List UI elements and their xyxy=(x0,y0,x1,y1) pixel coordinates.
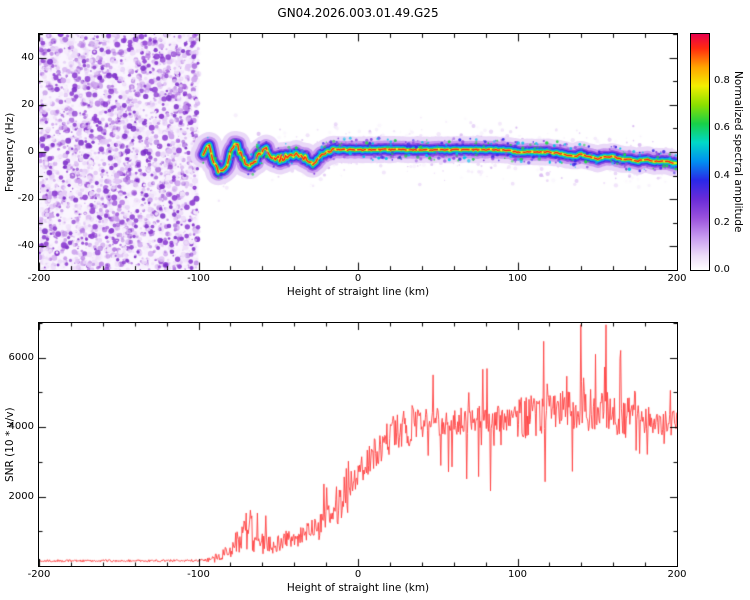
spectrogram-y-tick-label: 20 xyxy=(21,98,34,110)
figure-title: GN04.2026.003.01.49.G25 xyxy=(277,6,439,20)
spectrogram-canvas xyxy=(39,34,677,270)
colorbar-gradient xyxy=(690,33,710,271)
snr-x-tick-label: -100 xyxy=(187,569,210,580)
snr-x-tick-label: 0 xyxy=(354,569,362,580)
colorbar-tick-label: 0.8 xyxy=(714,75,730,87)
snr-x-tick-label: -200 xyxy=(27,569,51,580)
spectrogram-x-tick-label: -100 xyxy=(187,273,210,284)
snr-canvas xyxy=(39,323,677,566)
snr-x-tick-label: 100 xyxy=(507,569,528,580)
snr-y-tick-label: 2000 xyxy=(8,490,34,502)
colorbar-tick-label: 0.2 xyxy=(714,216,730,228)
snr-x-tick-labels: -200 -100 0 100 200 xyxy=(28,569,687,582)
spectrogram-y-tick-label: -40 xyxy=(17,240,34,252)
spectrogram-x-tick-label: 100 xyxy=(507,273,528,284)
colorbar-label: Normalized spectral amplitude xyxy=(732,71,744,233)
colorbar-tick-label: 0.0 xyxy=(714,264,730,275)
spectrogram-y-tick-label: 0 xyxy=(27,146,34,157)
spectrogram-x-tick-label: -200 xyxy=(27,273,51,284)
colorbar-tick-label: 0.6 xyxy=(714,122,730,134)
snr-y-tick-labels: 2000 4000 6000 xyxy=(8,323,36,566)
colorbar-tick-labels: 0.0 0.2 0.4 0.6 0.8 xyxy=(712,34,742,275)
spectrogram-x-tick-labels: -200 -100 0 100 200 xyxy=(28,273,687,286)
spectrogram-y-tick-labels: -40 -20 0 20 40 xyxy=(8,34,36,270)
spectrogram-y-tick-label: 40 xyxy=(21,51,34,63)
colorbar-tick-label: 0.4 xyxy=(714,169,730,181)
snr-plot-area xyxy=(38,322,678,567)
spectrogram-plot-area xyxy=(38,33,678,271)
snr-y-tick-label: 6000 xyxy=(8,351,34,363)
spectrogram-x-tick-label: 200 xyxy=(667,273,687,284)
spectrogram-x-axis-label: Height of straight line (km) xyxy=(286,286,430,298)
snr-x-tick-label: 200 xyxy=(667,569,687,580)
spectrogram-y-tick-label: -20 xyxy=(17,193,34,205)
snr-x-axis-label: Height of straight line (km) xyxy=(286,582,430,594)
spectrogram-x-tick-label: 0 xyxy=(354,273,362,284)
snr-y-tick-label: 4000 xyxy=(8,421,34,433)
